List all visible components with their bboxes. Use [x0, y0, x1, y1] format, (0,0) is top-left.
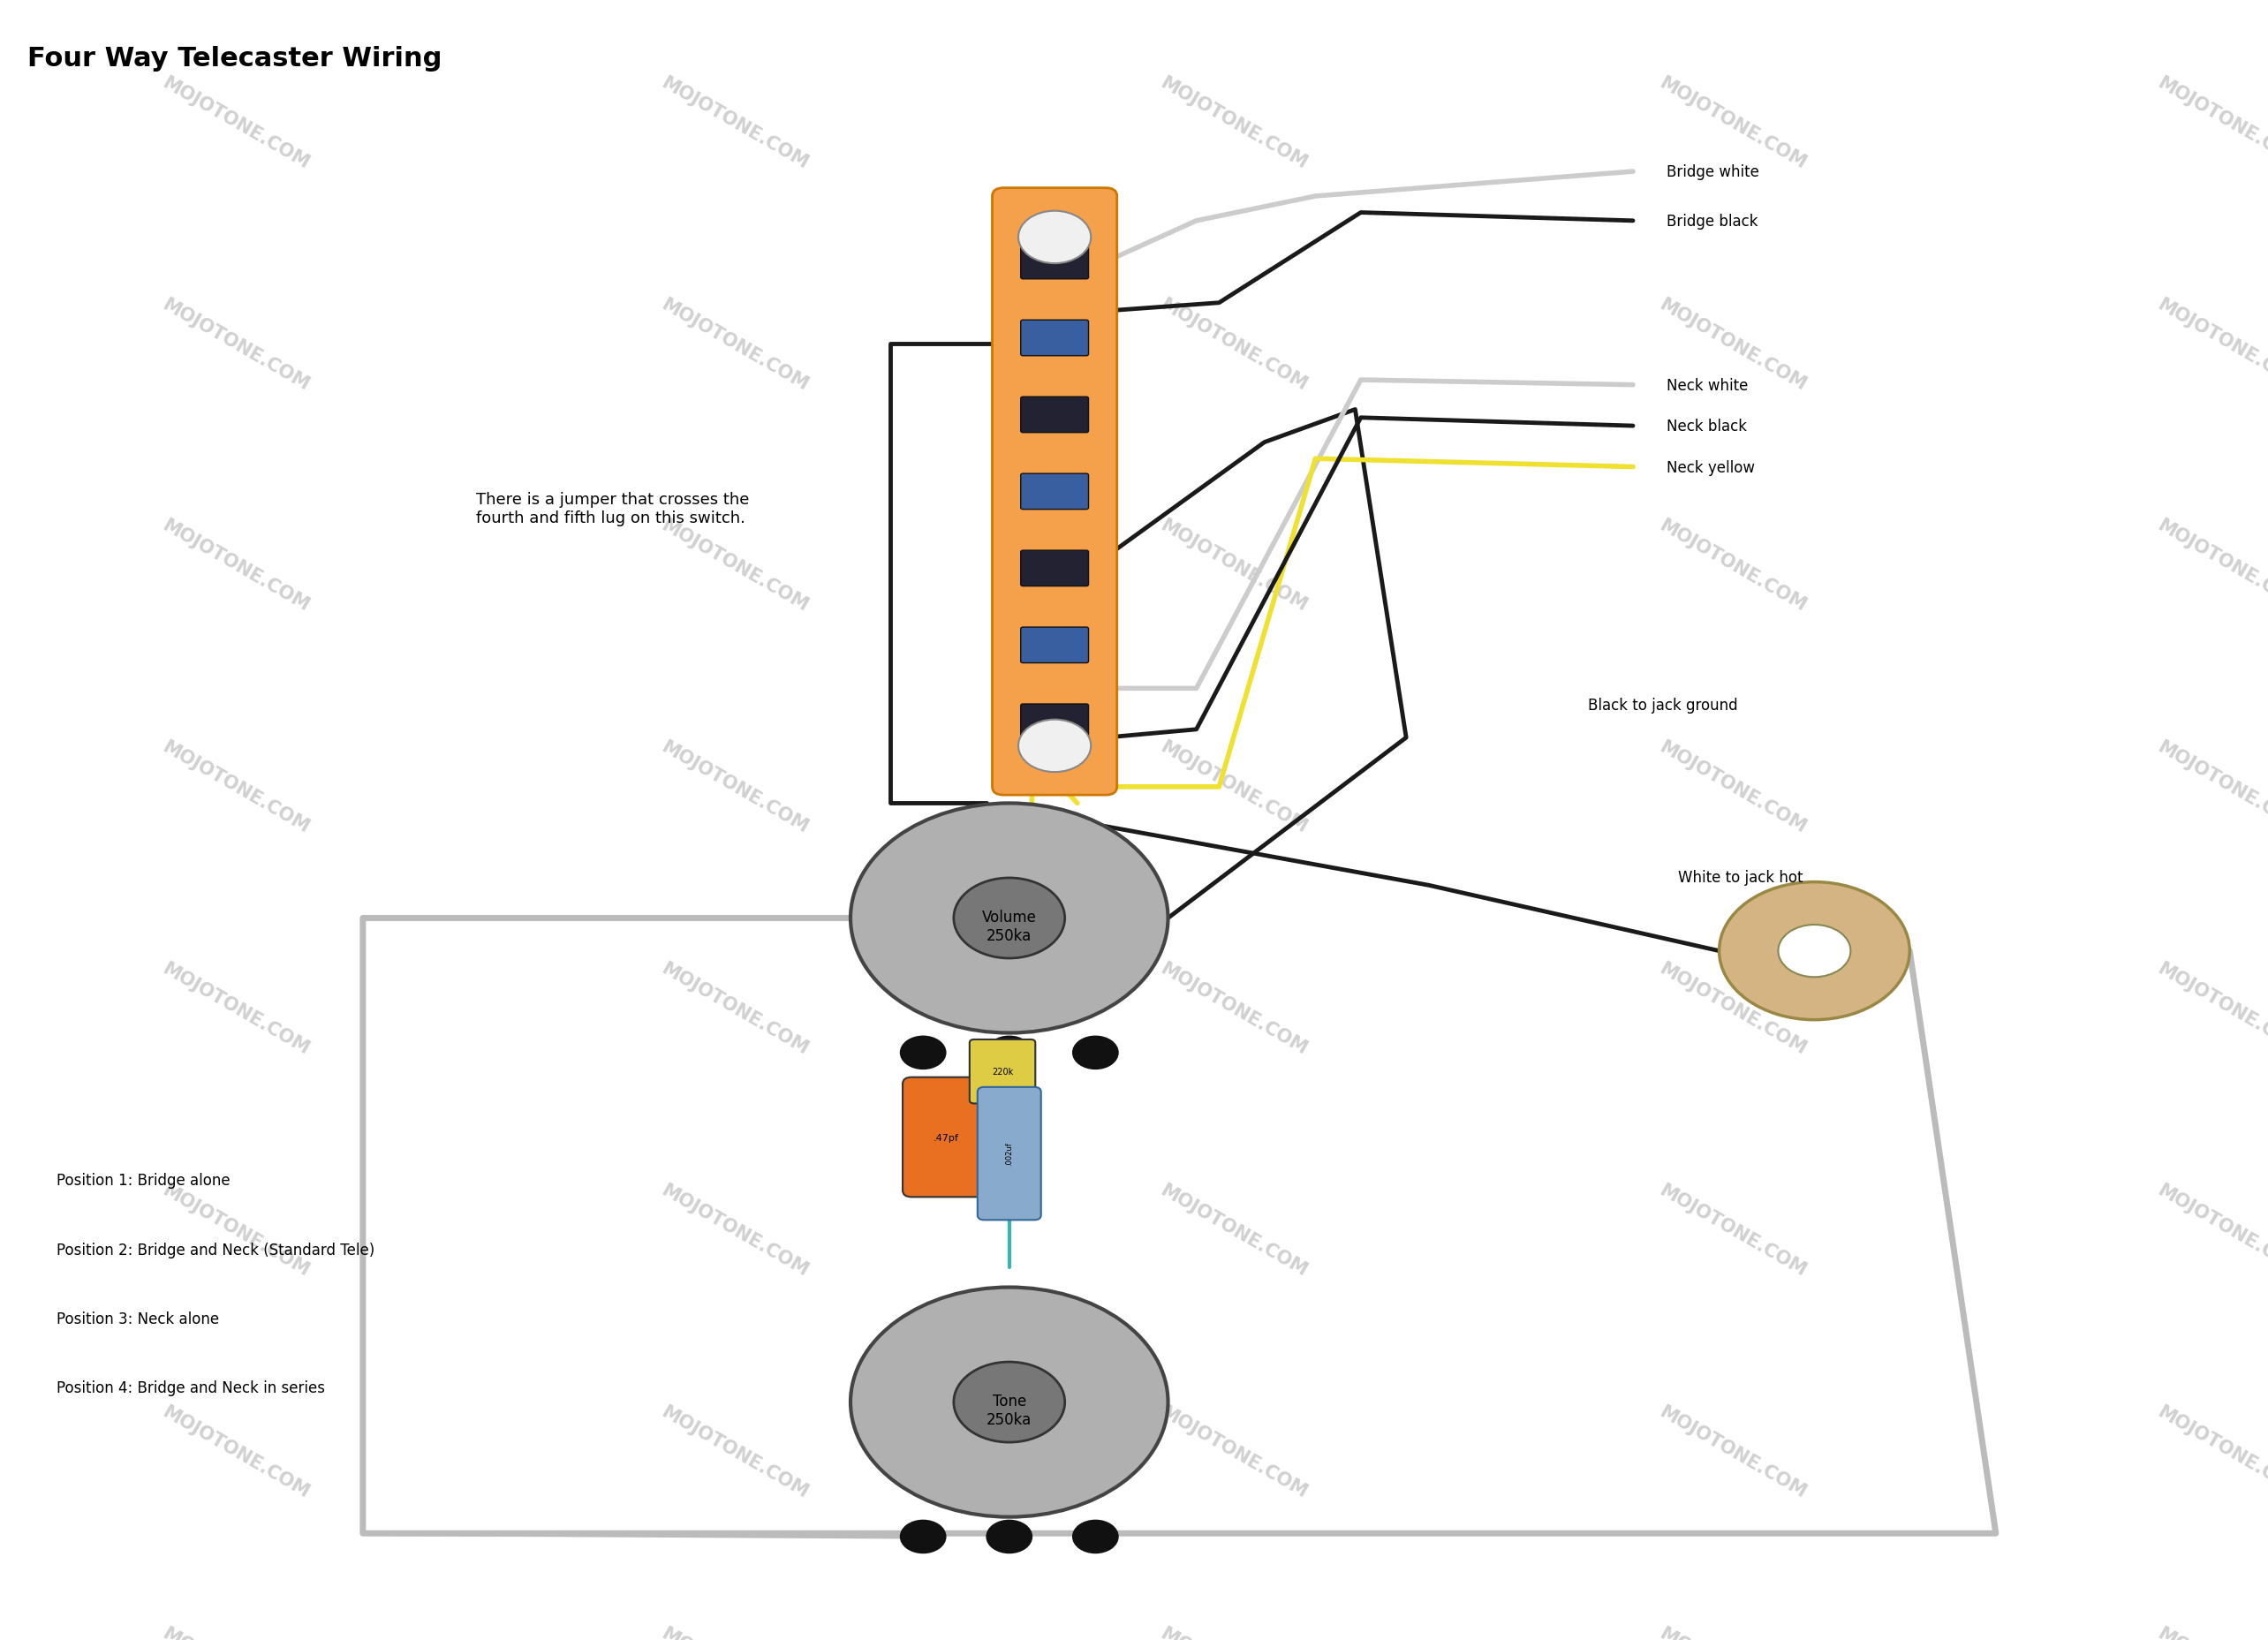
Text: MOJOTONE.COM: MOJOTONE.COM: [658, 738, 812, 836]
Text: Tone
250ka: Tone 250ka: [987, 1394, 1032, 1427]
Text: MOJOTONE.COM: MOJOTONE.COM: [1157, 738, 1311, 836]
Text: MOJOTONE.COM: MOJOTONE.COM: [658, 517, 812, 615]
Circle shape: [900, 1520, 946, 1553]
Text: MOJOTONE.COM: MOJOTONE.COM: [2155, 1181, 2268, 1279]
Text: MOJOTONE.COM: MOJOTONE.COM: [159, 74, 313, 172]
Text: MOJOTONE.COM: MOJOTONE.COM: [1157, 517, 1311, 615]
Text: MOJOTONE.COM: MOJOTONE.COM: [658, 1624, 812, 1640]
Text: MOJOTONE.COM: MOJOTONE.COM: [1157, 295, 1311, 394]
FancyBboxPatch shape: [1021, 551, 1089, 587]
Text: .47pf: .47pf: [932, 1133, 959, 1141]
Text: MOJOTONE.COM: MOJOTONE.COM: [159, 738, 313, 836]
Circle shape: [953, 879, 1066, 958]
FancyBboxPatch shape: [1021, 474, 1089, 510]
Text: MOJOTONE.COM: MOJOTONE.COM: [658, 295, 812, 394]
Text: MOJOTONE.COM: MOJOTONE.COM: [2155, 738, 2268, 836]
Text: MOJOTONE.COM: MOJOTONE.COM: [1656, 517, 1810, 615]
Text: MOJOTONE.COM: MOJOTONE.COM: [1157, 1402, 1311, 1501]
Text: MOJOTONE.COM: MOJOTONE.COM: [159, 959, 313, 1058]
Text: MOJOTONE.COM: MOJOTONE.COM: [2155, 1402, 2268, 1501]
Text: MOJOTONE.COM: MOJOTONE.COM: [1157, 959, 1311, 1058]
Text: There is a jumper that crosses the
fourth and fifth lug on this switch.: There is a jumper that crosses the fourt…: [476, 492, 748, 526]
Text: MOJOTONE.COM: MOJOTONE.COM: [2155, 295, 2268, 394]
FancyBboxPatch shape: [978, 1087, 1041, 1220]
Text: Neck white: Neck white: [1667, 377, 1749, 394]
FancyBboxPatch shape: [1021, 397, 1089, 433]
FancyBboxPatch shape: [903, 1077, 989, 1197]
Text: MOJOTONE.COM: MOJOTONE.COM: [159, 295, 313, 394]
Text: MOJOTONE.COM: MOJOTONE.COM: [2155, 1624, 2268, 1640]
Circle shape: [900, 1036, 946, 1069]
Circle shape: [850, 1287, 1168, 1517]
Circle shape: [987, 1036, 1032, 1069]
Text: MOJOTONE.COM: MOJOTONE.COM: [159, 1402, 313, 1501]
FancyBboxPatch shape: [993, 189, 1116, 795]
Circle shape: [1778, 925, 1851, 977]
Text: Bridge black: Bridge black: [1667, 213, 1758, 230]
Circle shape: [1719, 882, 1910, 1020]
Text: MOJOTONE.COM: MOJOTONE.COM: [1656, 295, 1810, 394]
FancyBboxPatch shape: [1021, 705, 1089, 740]
Text: MOJOTONE.COM: MOJOTONE.COM: [1656, 959, 1810, 1058]
FancyBboxPatch shape: [1021, 320, 1089, 356]
Circle shape: [1018, 212, 1091, 264]
Circle shape: [953, 1361, 1066, 1443]
Text: Position 4: Bridge and Neck in series: Position 4: Bridge and Neck in series: [57, 1379, 324, 1396]
Text: Neck yellow: Neck yellow: [1667, 459, 1755, 476]
Text: MOJOTONE.COM: MOJOTONE.COM: [1656, 1402, 1810, 1501]
Text: White to jack hot: White to jack hot: [1678, 869, 1803, 886]
Text: MOJOTONE.COM: MOJOTONE.COM: [1656, 738, 1810, 836]
FancyBboxPatch shape: [968, 1040, 1034, 1104]
Circle shape: [1073, 1520, 1118, 1553]
Text: MOJOTONE.COM: MOJOTONE.COM: [2155, 74, 2268, 172]
Circle shape: [1073, 1036, 1118, 1069]
Text: MOJOTONE.COM: MOJOTONE.COM: [159, 517, 313, 615]
Text: MOJOTONE.COM: MOJOTONE.COM: [1157, 1181, 1311, 1279]
FancyBboxPatch shape: [1021, 628, 1089, 663]
Circle shape: [1018, 720, 1091, 772]
Text: MOJOTONE.COM: MOJOTONE.COM: [1157, 1624, 1311, 1640]
Text: MOJOTONE.COM: MOJOTONE.COM: [2155, 959, 2268, 1058]
Text: MOJOTONE.COM: MOJOTONE.COM: [1656, 1181, 1810, 1279]
Text: MOJOTONE.COM: MOJOTONE.COM: [2155, 517, 2268, 615]
Text: Volume
250ka: Volume 250ka: [982, 910, 1036, 943]
Text: MOJOTONE.COM: MOJOTONE.COM: [1656, 1624, 1810, 1640]
Text: MOJOTONE.COM: MOJOTONE.COM: [159, 1181, 313, 1279]
Text: MOJOTONE.COM: MOJOTONE.COM: [1157, 74, 1311, 172]
Text: Neck black: Neck black: [1667, 418, 1746, 435]
Text: .002uf: .002uf: [1005, 1141, 1014, 1166]
Text: MOJOTONE.COM: MOJOTONE.COM: [658, 959, 812, 1058]
Text: Position 3: Neck alone: Position 3: Neck alone: [57, 1310, 220, 1327]
Text: MOJOTONE.COM: MOJOTONE.COM: [658, 1181, 812, 1279]
Circle shape: [850, 804, 1168, 1033]
Text: Bridge white: Bridge white: [1667, 164, 1760, 180]
Text: MOJOTONE.COM: MOJOTONE.COM: [658, 74, 812, 172]
Text: MOJOTONE.COM: MOJOTONE.COM: [1656, 74, 1810, 172]
Text: Position 1: Bridge alone: Position 1: Bridge alone: [57, 1173, 231, 1189]
Circle shape: [987, 1520, 1032, 1553]
Text: MOJOTONE.COM: MOJOTONE.COM: [159, 1624, 313, 1640]
Text: Black to jack ground: Black to jack ground: [1588, 697, 1737, 713]
Text: Four Way Telecaster Wiring: Four Way Telecaster Wiring: [27, 46, 442, 72]
Text: 220k: 220k: [991, 1068, 1014, 1076]
FancyBboxPatch shape: [1021, 244, 1089, 279]
Text: Position 2: Bridge and Neck (Standard Tele): Position 2: Bridge and Neck (Standard Te…: [57, 1241, 374, 1258]
Text: MOJOTONE.COM: MOJOTONE.COM: [658, 1402, 812, 1501]
